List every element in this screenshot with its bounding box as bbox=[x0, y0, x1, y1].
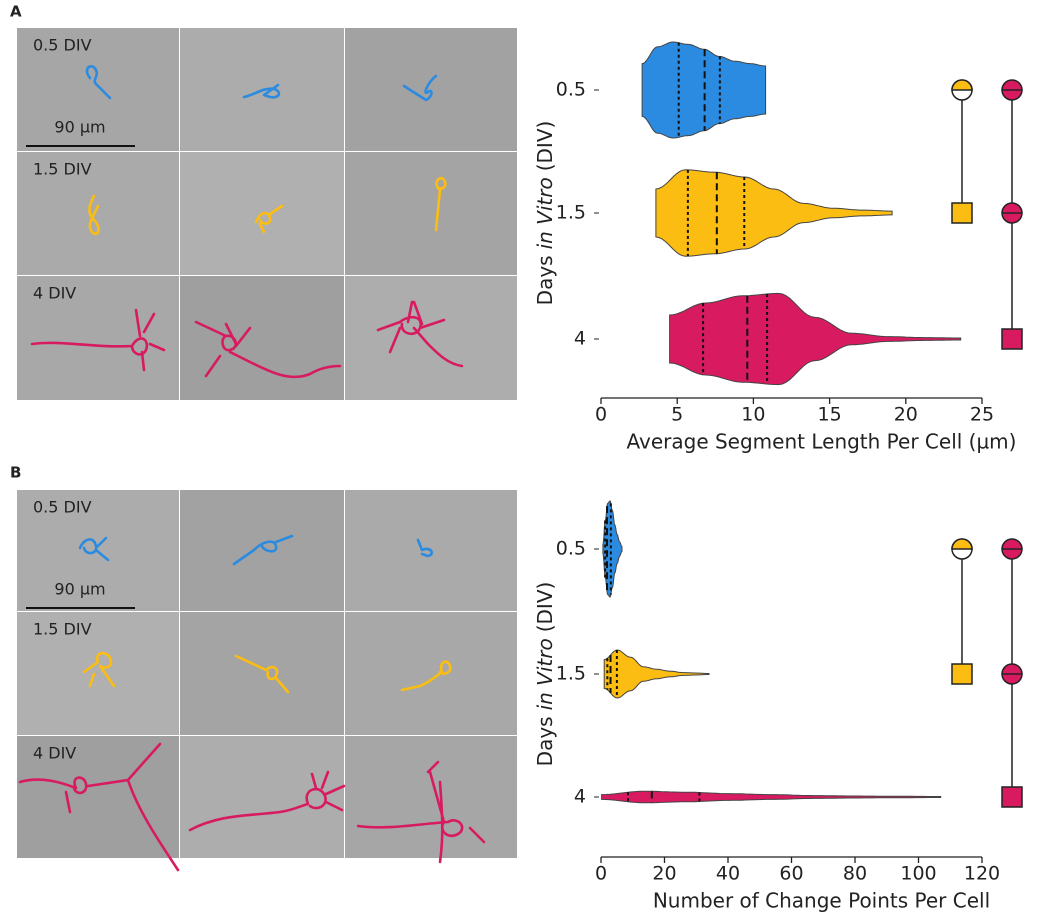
x-axis-label: Average Segment Length Per Cell (µm) bbox=[627, 430, 1017, 454]
y-tick-label: 4 bbox=[574, 328, 586, 350]
x-tick-label: 40 bbox=[716, 863, 740, 885]
micrograph bbox=[345, 28, 517, 151]
y-tick-label: 1.5 bbox=[556, 663, 586, 685]
x-tick-label: 5 bbox=[671, 404, 683, 426]
x-tick-label: 80 bbox=[843, 863, 867, 885]
x-tick-label: 60 bbox=[779, 863, 803, 885]
y-tick-label: 0.5 bbox=[556, 79, 586, 101]
x-tick-label: 25 bbox=[970, 404, 994, 426]
sig-marker bbox=[952, 539, 972, 549]
violin bbox=[656, 170, 892, 256]
row-label: 4 DIV bbox=[33, 744, 76, 763]
y-axis-label: Days in Vitro (DIV) bbox=[533, 121, 557, 306]
y-label-part: in Vitro bbox=[533, 638, 557, 710]
panel-letter: A bbox=[10, 3, 22, 21]
row-label: 1.5 DIV bbox=[33, 160, 92, 179]
row-label: 0.5 DIV bbox=[33, 36, 92, 55]
y-tick-label: 1.5 bbox=[556, 202, 586, 224]
scale-bar-label: 90 µm bbox=[54, 580, 105, 599]
sig-marker bbox=[1002, 329, 1022, 349]
row-label: 0.5 DIV bbox=[33, 498, 92, 517]
violin bbox=[670, 293, 961, 384]
charts: 0 5 10 15 20 25 Average Segment Length Per Cel… bbox=[533, 42, 1023, 913]
violin bbox=[642, 42, 766, 138]
x-tick-label: 0 bbox=[595, 863, 607, 885]
panel-letter: B bbox=[10, 464, 21, 482]
x-tick-label: 100 bbox=[900, 863, 936, 885]
x-tick-label: 120 bbox=[964, 863, 1000, 885]
sig-marker bbox=[952, 80, 972, 90]
violin bbox=[603, 501, 622, 597]
micrograph bbox=[345, 276, 517, 400]
x-tick-label: 15 bbox=[818, 404, 842, 426]
y-label-part: (DIV) bbox=[533, 121, 557, 172]
micrograph bbox=[345, 612, 517, 735]
micrograph bbox=[180, 276, 344, 400]
micrograph bbox=[345, 736, 517, 858]
x-tick-label: 20 bbox=[894, 404, 918, 426]
y-axis-label: Days in Vitro (DIV) bbox=[533, 582, 557, 767]
x-tick-label: 0 bbox=[595, 404, 607, 426]
y-label-part: in Vitro bbox=[533, 177, 557, 249]
figure: A B 0.5 DIV 1.5 DIV 4 DIV 90 µm 0.5 DIV 1.5 D… bbox=[0, 0, 1043, 922]
micrograph bbox=[180, 736, 344, 858]
x-tick-label: 20 bbox=[652, 863, 676, 885]
sig-marker bbox=[1002, 787, 1022, 807]
row-label: 1.5 DIV bbox=[33, 620, 92, 639]
y-label-part: Days bbox=[533, 716, 557, 766]
sig-marker bbox=[952, 664, 972, 684]
y-tick-label: 0.5 bbox=[556, 538, 586, 560]
y-tick-label: 4 bbox=[574, 786, 586, 808]
violin bbox=[604, 650, 709, 698]
micrograph bbox=[180, 490, 344, 611]
row-label: 4 DIV bbox=[33, 284, 76, 303]
x-axis-label: Number of Change Points Per Cell bbox=[653, 889, 990, 913]
y-label-part: (DIV) bbox=[533, 582, 557, 633]
x-tick-label: 10 bbox=[741, 404, 765, 426]
sig-marker bbox=[952, 203, 972, 223]
image-grids: 0.5 DIV 1.5 DIV 4 DIV 90 µm 0.5 DIV 1.5 DIV 4 … bbox=[17, 28, 517, 858]
scale-bar-label: 90 µm bbox=[54, 118, 105, 137]
micrograph bbox=[180, 612, 344, 735]
micrograph bbox=[345, 152, 517, 275]
y-label-part: Days bbox=[533, 255, 557, 305]
